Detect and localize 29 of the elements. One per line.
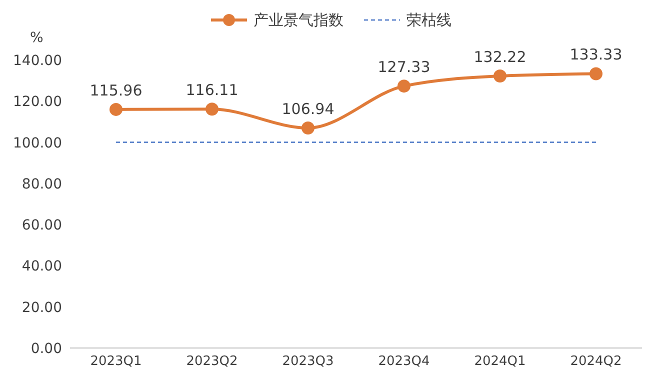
legend-label: 荣枯线 (406, 10, 452, 30)
x-tick-label: 2023Q4 (378, 354, 430, 370)
y-tick-label: 60.00 (22, 218, 62, 234)
data-label: 133.33 (570, 46, 622, 64)
y-tick-label: 80.00 (22, 176, 62, 192)
x-tick-label: 2024Q1 (474, 354, 526, 370)
point (110, 102, 122, 116)
y-axis-title: % (30, 30, 44, 46)
point (590, 67, 602, 80)
data-label: 116.11 (186, 81, 238, 100)
y-tick-label: 120.00 (13, 94, 62, 110)
y-tick-label: 0.00 (30, 340, 62, 357)
data-label: 115.96 (90, 81, 142, 100)
point (398, 80, 410, 93)
x-tick-label: 2024Q2 (570, 354, 622, 370)
point (206, 102, 218, 116)
x-tick-label: 2023Q1 (90, 354, 142, 370)
data-label: 106.94 (282, 100, 334, 118)
point (302, 122, 314, 135)
y-tick-label: 40.00 (22, 258, 62, 275)
y-tick-label: 20.00 (22, 300, 62, 316)
x-tick-label: 2023Q2 (186, 354, 238, 370)
data-label: 132.22 (474, 48, 526, 66)
x-tick-label: 2023Q3 (282, 354, 334, 370)
y-tick-label: 140.00 (13, 52, 62, 69)
point (494, 70, 506, 83)
legend-label: 产业景气指数 (254, 10, 344, 30)
data-label: 127.33 (378, 58, 430, 76)
y-tick-label: 100.00 (13, 135, 62, 152)
